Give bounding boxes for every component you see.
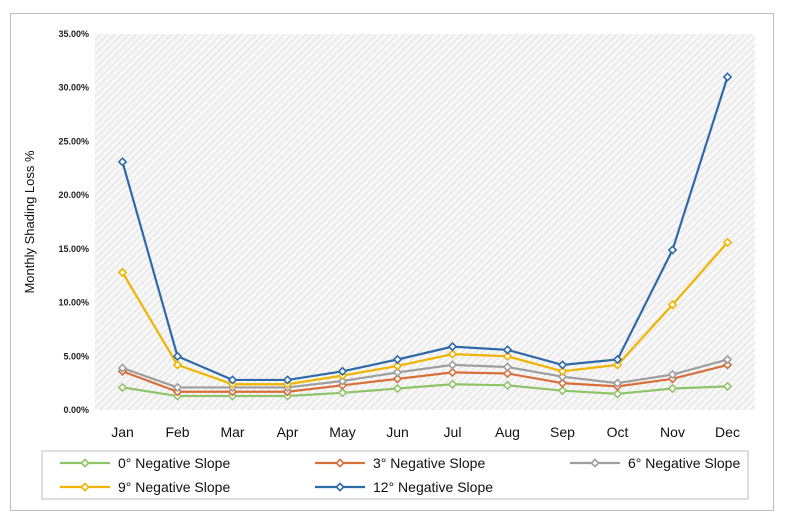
legend-label: 12° Negative Slope — [373, 479, 493, 495]
data-point — [722, 360, 733, 370]
data-point — [117, 363, 128, 373]
data-point — [612, 389, 623, 399]
data-point — [557, 378, 568, 388]
series-line — [121, 241, 729, 386]
data-point — [667, 245, 678, 255]
x-tick-label: Mar — [220, 424, 244, 440]
data-point — [227, 375, 238, 385]
data-point — [722, 381, 733, 392]
data-point — [337, 366, 348, 377]
data-point — [80, 458, 90, 468]
data-point — [612, 360, 623, 370]
x-tick-label: Feb — [165, 424, 189, 440]
data-point — [335, 482, 345, 492]
legend-entry: 9° Negative Slope — [60, 479, 230, 495]
data-point — [337, 388, 348, 398]
x-tick-label: Sep — [550, 424, 575, 440]
series — [117, 237, 733, 389]
data-point — [590, 458, 600, 468]
data-point — [557, 366, 568, 377]
x-tick-label: Dec — [715, 424, 740, 440]
data-point — [117, 382, 128, 393]
x-tick-label: Jan — [111, 424, 134, 440]
data-point — [80, 482, 90, 492]
x-tick-label: Apr — [277, 424, 299, 440]
legend-entry: 3° Negative Slope — [315, 455, 485, 471]
data-point — [172, 351, 183, 362]
legend-label: 0° Negative Slope — [118, 455, 230, 471]
data-point — [502, 351, 513, 362]
data-point — [502, 368, 513, 379]
x-tick-label: Aug — [495, 424, 520, 440]
data-point — [502, 362, 513, 372]
legend-label: 3° Negative Slope — [373, 455, 485, 471]
data-point — [392, 383, 403, 394]
data-point — [172, 360, 183, 370]
data-point — [172, 382, 183, 393]
data-point — [557, 360, 568, 370]
series-line — [122, 383, 728, 398]
data-point — [392, 374, 403, 384]
series-line — [122, 363, 728, 393]
y-tick-label: 25.00% — [58, 136, 89, 146]
y-tick-label: 0.00% — [63, 405, 89, 415]
data-point — [502, 380, 513, 391]
data-point — [667, 369, 678, 380]
y-tick-label: 10.00% — [58, 298, 89, 308]
x-tick-label: Nov — [660, 424, 685, 440]
series-layer — [117, 72, 733, 401]
x-axis: Jan Feb Mar Apr May Jun Jul Aug Sep Oct Nov Dec — [111, 424, 740, 440]
x-tick-label: Jul — [444, 424, 462, 440]
y-tick-label: 15.00% — [58, 244, 89, 254]
data-point — [557, 371, 568, 382]
y-tick-label: 5.00% — [63, 351, 89, 361]
data-point — [447, 349, 458, 359]
data-point — [612, 378, 623, 388]
data-point — [722, 354, 733, 365]
legend-entry: 12° Negative Slope — [315, 479, 493, 495]
data-point — [447, 341, 458, 352]
legend-entry: 0° Negative Slope — [60, 455, 230, 471]
data-point — [392, 367, 403, 378]
legend-label: 6° Negative Slope — [628, 455, 740, 471]
data-point — [282, 375, 293, 385]
data-point — [612, 354, 623, 365]
legend — [41, 450, 749, 500]
data-point — [447, 379, 458, 389]
legend-entry: 6° Negative Slope — [570, 455, 740, 471]
y-tick-label: 20.00% — [58, 190, 89, 200]
data-point — [447, 360, 458, 370]
data-point — [447, 367, 458, 378]
data-point — [335, 458, 345, 468]
data-point — [667, 299, 678, 310]
series-line — [122, 358, 728, 389]
data-point — [667, 383, 678, 394]
data-point — [722, 72, 733, 82]
data-point — [722, 237, 733, 248]
data-point — [557, 385, 568, 396]
data-point — [117, 267, 128, 278]
x-tick-label: Jun — [386, 424, 409, 440]
x-tick-label: May — [329, 424, 355, 440]
data-point — [117, 157, 128, 167]
data-point — [502, 345, 513, 355]
y-tick-label: 35.00% — [58, 29, 89, 39]
data-point — [337, 376, 348, 386]
data-point — [392, 354, 403, 365]
y-axis-label: Monthly Shading Loss % — [22, 150, 37, 294]
series-line — [121, 76, 729, 382]
plot-area — [95, 34, 755, 410]
series — [117, 354, 733, 393]
series — [117, 72, 733, 385]
data-point — [392, 361, 403, 371]
y-axis: 0.00% 5.00% 10.00% 15.00% 20.00% 25.00% 30.00%… — [58, 29, 89, 415]
legend-items: 0° Negative Slope 3° Negative Slope 6° Neg… — [60, 455, 740, 495]
legend-label: 9° Negative Slope — [118, 479, 230, 495]
x-tick-label: Oct — [607, 424, 629, 440]
y-tick-label: 30.00% — [58, 83, 89, 93]
